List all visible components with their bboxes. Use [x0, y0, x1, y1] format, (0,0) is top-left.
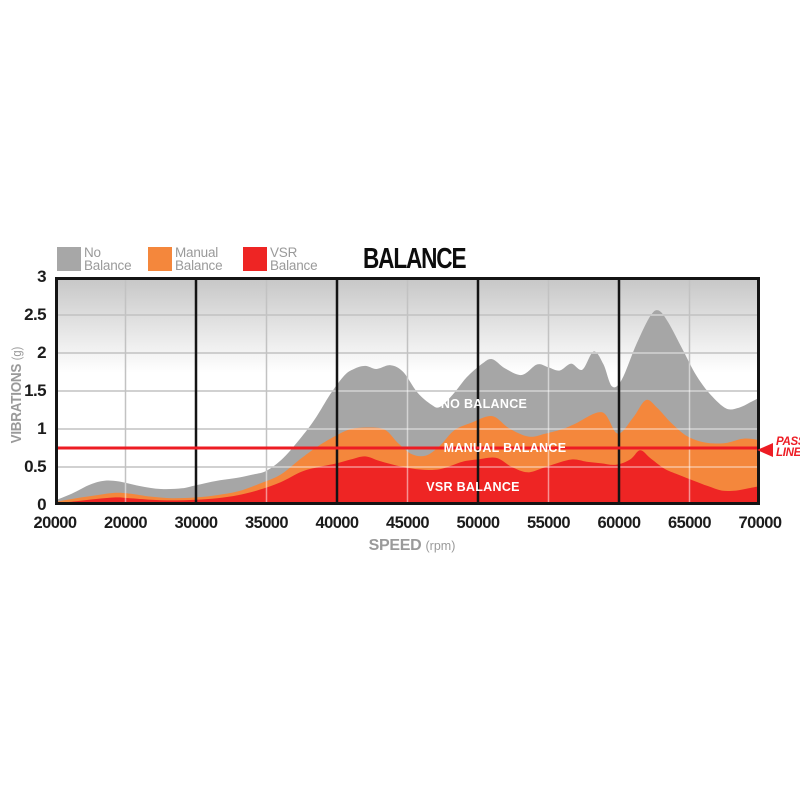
no-balance-swatch-icon [57, 247, 81, 271]
y-tick-label: 0 [37, 495, 46, 514]
legend-text: No [84, 245, 101, 260]
x-tick-label: 55000 [527, 514, 570, 532]
legend-label-manual-balance: Manual Balance [175, 245, 223, 273]
legend-text: VSR [270, 245, 298, 260]
y-tick-label: 1 [37, 419, 46, 438]
y-tick-label: 2 [37, 343, 46, 362]
y-tick-label: 2.5 [24, 305, 46, 324]
legend-label-no-balance: No Balance [84, 245, 132, 273]
x-tick-label: 20000 [33, 514, 77, 532]
x-axis-title-text: SPEED [368, 537, 422, 554]
pass-line-label: PASSLINE [776, 436, 800, 459]
pass-line-arrow-icon [757, 443, 773, 457]
legend-text: Manual [175, 245, 219, 260]
x-tick-label: 65000 [668, 514, 711, 532]
x-tick-label: 40000 [315, 514, 359, 532]
legend-label-vsr-balance: VSR Balance [270, 245, 318, 273]
manual-balance-area-label: MANUAL BALANCE [443, 441, 567, 455]
y-tick-label: 0.5 [24, 457, 46, 476]
chart-title: BALANCE [363, 243, 467, 275]
pass-line-text: LINE [776, 447, 800, 459]
pass-line-text: PASS [776, 436, 800, 448]
x-tick-label: 35000 [245, 514, 288, 532]
y-tick-label: 1.5 [24, 381, 46, 400]
x-tick-label: 70000 [738, 514, 782, 532]
x-axis-title: SPEED (rpm) [312, 537, 512, 555]
vsr-balance-swatch-icon [243, 247, 267, 271]
x-tick-label: 60000 [597, 514, 641, 532]
x-axis-unit-text: (rpm) [425, 539, 456, 553]
no-balance-area-label: NO BALANCE [440, 397, 528, 411]
x-tick-label: 30000 [174, 514, 218, 532]
y-tick-label: 3 [37, 267, 46, 286]
legend-text: Balance [84, 258, 132, 273]
legend-text: Balance [175, 258, 223, 273]
vsr-balance-area-label: VSR BALANCE [426, 480, 520, 494]
x-tick-label: 50000 [456, 514, 500, 532]
x-tick-label: 20000 [104, 514, 147, 532]
x-tick-label: 45000 [386, 514, 429, 532]
plot-area [55, 277, 760, 505]
manual-balance-swatch-icon [148, 247, 172, 271]
legend-text: Balance [270, 258, 318, 273]
